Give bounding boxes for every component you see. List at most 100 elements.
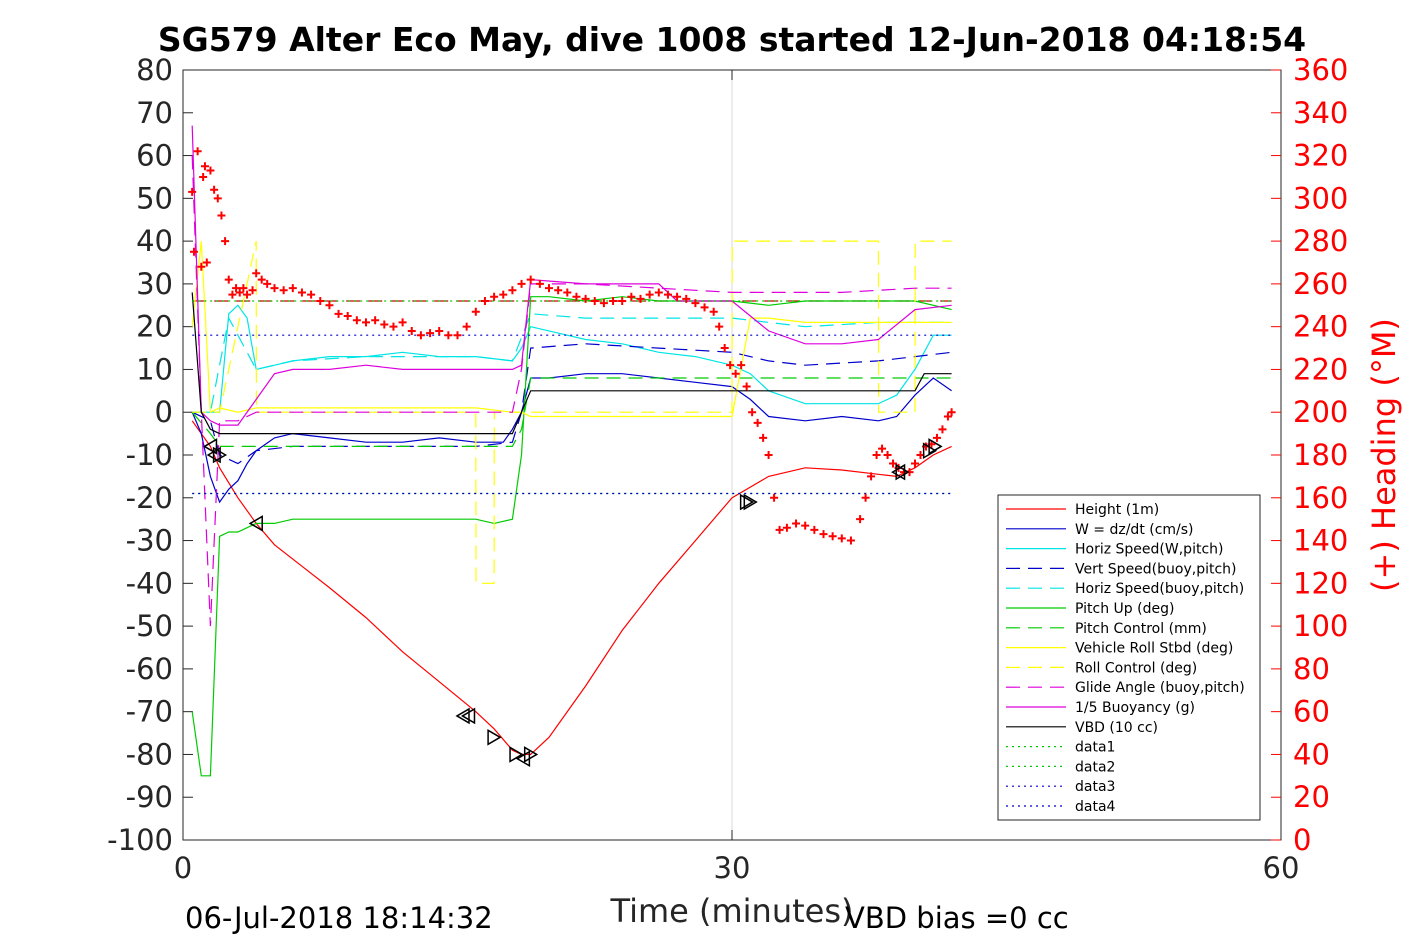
series-glide bbox=[191, 155, 952, 627]
heading-point bbox=[279, 286, 288, 295]
heading-point bbox=[471, 307, 480, 316]
heading-point bbox=[889, 459, 898, 468]
legend-label-height: Height (1m) bbox=[1075, 502, 1159, 518]
legend-label-pitch_ctrl: Pitch Control (mm) bbox=[1075, 621, 1207, 637]
heading-point bbox=[938, 425, 947, 434]
heading-point bbox=[398, 318, 407, 327]
heading-point bbox=[407, 326, 416, 335]
heading-point bbox=[297, 288, 306, 297]
heading-point bbox=[206, 166, 215, 175]
heading-point bbox=[334, 309, 343, 318]
heading-point bbox=[426, 329, 435, 338]
y2-axis-label: (+) Heading (°M) bbox=[1365, 318, 1403, 592]
heading-point bbox=[846, 536, 855, 545]
heading-point bbox=[193, 147, 202, 156]
heading-point bbox=[325, 301, 334, 310]
y-tick-label: -20 bbox=[126, 481, 173, 515]
heading-point bbox=[911, 459, 919, 468]
heading-point bbox=[801, 521, 810, 530]
legend-label-horiz: Horiz Speed(W,pitch) bbox=[1075, 542, 1223, 558]
heading-point bbox=[270, 284, 279, 293]
y2-tick-label: 160 bbox=[1293, 481, 1348, 515]
heading-point bbox=[726, 361, 735, 370]
heading-point bbox=[867, 472, 876, 481]
y2-tick-label: 40 bbox=[1293, 737, 1330, 771]
heading-point bbox=[352, 316, 361, 325]
turn-marker bbox=[212, 446, 228, 464]
y2-tick-label: 320 bbox=[1293, 139, 1348, 173]
legend: Height (1m) W = dz/dt (cm/s) Horiz Speed(W… bbox=[997, 494, 1261, 821]
x-tick-label: 60 bbox=[1263, 851, 1300, 885]
heading-point bbox=[715, 322, 724, 331]
heading-point bbox=[189, 247, 198, 256]
y-tick-label: -40 bbox=[126, 566, 173, 600]
turn-marker bbox=[509, 746, 524, 763]
y-tick-label: 40 bbox=[136, 224, 173, 258]
heading-point bbox=[517, 279, 526, 288]
heading-point bbox=[554, 286, 563, 295]
heading-point bbox=[581, 294, 590, 303]
y2-tick-label: 360 bbox=[1293, 53, 1348, 87]
y-tick-label: -30 bbox=[126, 524, 173, 558]
heading-point bbox=[235, 288, 244, 297]
heading-point bbox=[499, 290, 508, 299]
y-tick-label: 70 bbox=[136, 96, 173, 130]
heading-point bbox=[435, 326, 444, 335]
heading-point bbox=[453, 331, 462, 340]
turn-markers bbox=[202, 438, 943, 768]
heading-point bbox=[228, 290, 237, 299]
heading-point bbox=[947, 408, 956, 417]
y-tick-label: 30 bbox=[136, 267, 173, 301]
y-tick-label: 0 bbox=[155, 395, 173, 429]
heading-point bbox=[362, 318, 370, 327]
series-horiz_buoy bbox=[192, 313, 952, 413]
heading-point bbox=[636, 294, 645, 303]
y2-tick-label: 0 bbox=[1293, 823, 1311, 857]
heading-point bbox=[775, 525, 784, 534]
legend-label-horiz_buoy: Horiz Speed(buoy,pitch) bbox=[1075, 581, 1244, 597]
y-tick-label: -60 bbox=[126, 652, 173, 686]
heading-point bbox=[210, 185, 219, 194]
y-tick-label: -70 bbox=[126, 695, 173, 729]
y2-tick-label: 300 bbox=[1293, 181, 1348, 215]
legend-label-vert_buoy: Vert Speed(buoy,pitch) bbox=[1075, 561, 1237, 577]
y-tick-label: -50 bbox=[126, 609, 173, 643]
heading-point bbox=[943, 412, 952, 421]
y-tick-label: -100 bbox=[107, 823, 173, 857]
series-pitch_ctrl bbox=[191, 377, 952, 447]
y2-tick-label: 240 bbox=[1293, 310, 1348, 344]
legend-label-vbd: VBD (10 cc) bbox=[1075, 720, 1158, 736]
heading-point bbox=[819, 530, 828, 539]
heading-point bbox=[792, 519, 801, 528]
heading-point bbox=[828, 532, 837, 541]
y-tick-label: 80 bbox=[136, 53, 173, 87]
heading-point bbox=[202, 258, 211, 267]
heading-point bbox=[343, 311, 352, 320]
heading-point bbox=[720, 344, 729, 353]
heading-point bbox=[217, 211, 226, 220]
legend-label-data2: data2 bbox=[1075, 759, 1115, 775]
y2-tick-label: 280 bbox=[1293, 224, 1348, 258]
heading-point bbox=[691, 299, 700, 308]
legend-label-buoy: 1/5 Buoyancy (g) bbox=[1075, 700, 1195, 716]
y-tick-label: -90 bbox=[126, 780, 173, 814]
heading-point bbox=[389, 322, 398, 331]
series-buoy bbox=[191, 125, 952, 426]
legend-label-glide: Glide Angle (buoy,pitch) bbox=[1075, 680, 1245, 696]
x-axis: 0 30 60 bbox=[174, 70, 1300, 885]
heading-point bbox=[932, 433, 941, 442]
heading-point bbox=[737, 361, 746, 370]
turn-marker bbox=[523, 746, 539, 763]
heading-point bbox=[224, 275, 233, 284]
legend-label-data4: data4 bbox=[1075, 799, 1116, 815]
y2-tick-label: 140 bbox=[1293, 524, 1348, 558]
y2-tick-label: 100 bbox=[1293, 609, 1348, 643]
heading-point bbox=[700, 303, 709, 312]
heading-point bbox=[307, 290, 316, 299]
turn-marker bbox=[460, 707, 476, 725]
heading-point bbox=[416, 331, 425, 340]
y-tick-label: 60 bbox=[136, 139, 173, 173]
heading-point bbox=[618, 297, 627, 305]
heading-point bbox=[742, 382, 751, 391]
